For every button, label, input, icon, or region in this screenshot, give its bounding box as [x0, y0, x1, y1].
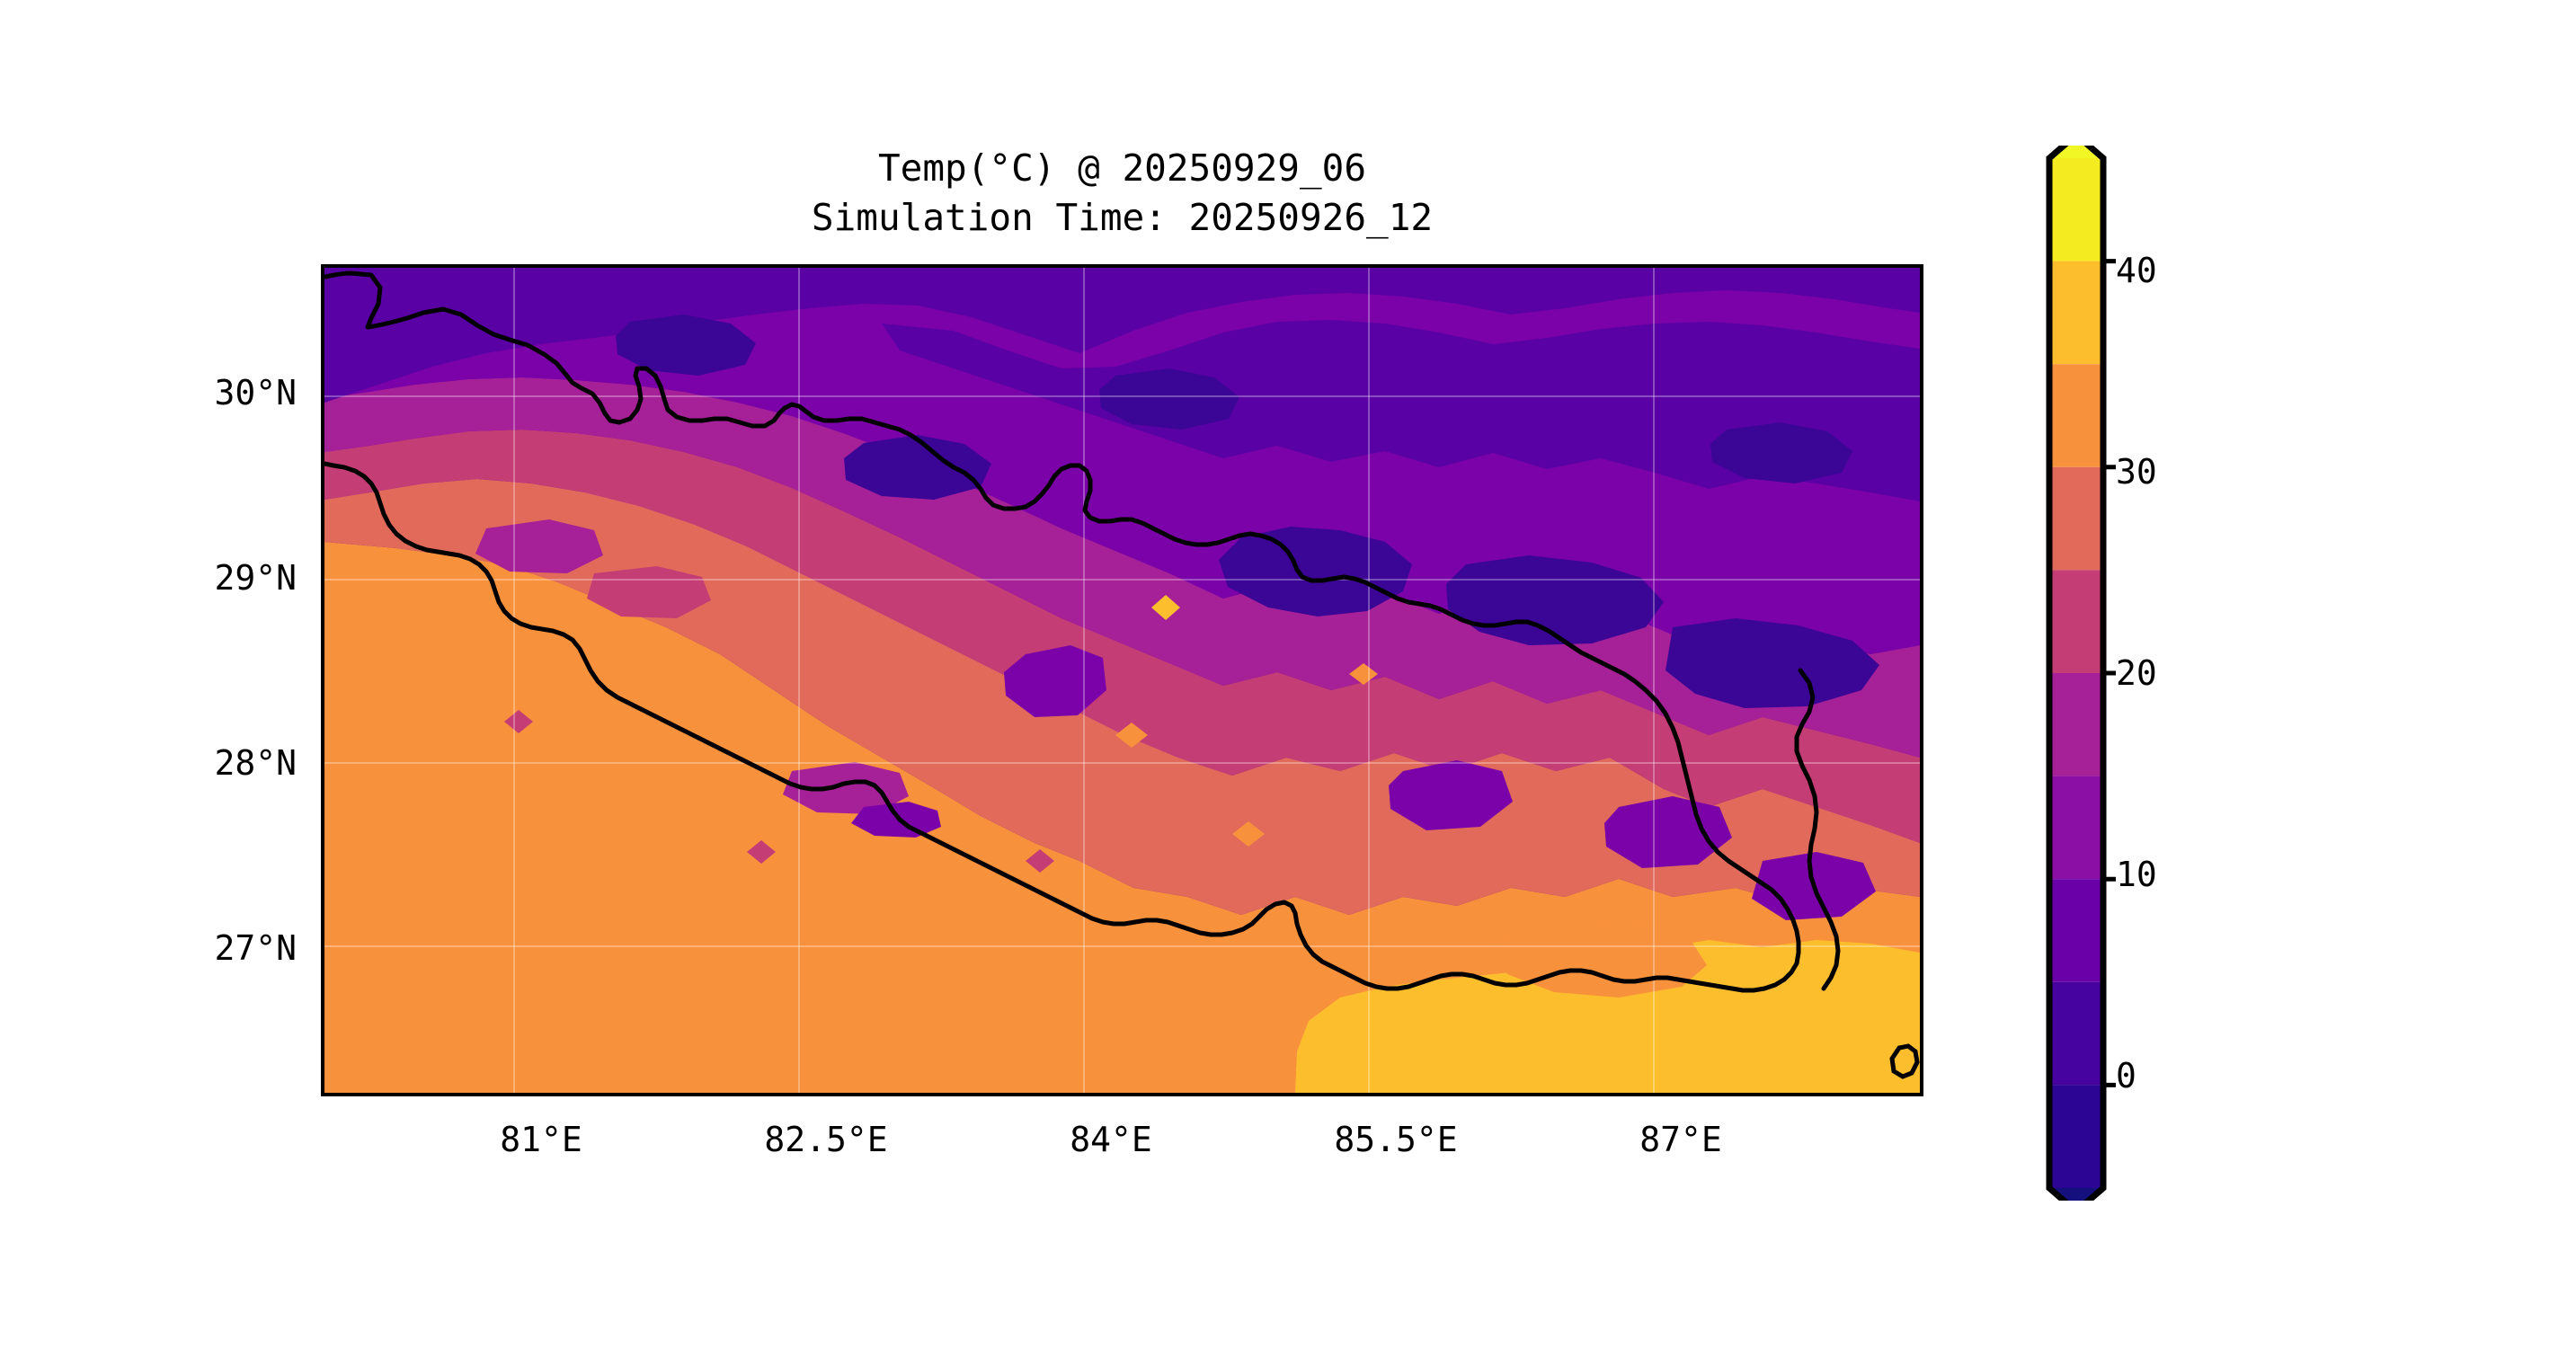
- cbar-label-20: 20: [2116, 653, 2157, 693]
- cbar-label-0: 0: [2116, 1056, 2136, 1095]
- nepal-east-border: [1794, 668, 1841, 991]
- cbar-band-minus5-0: [2049, 1085, 2103, 1188]
- cbar-ticks: [2103, 259, 2116, 1087]
- xtick-label-84e: 84°E: [1070, 1120, 1152, 1159]
- cbar-band-10-15: [2049, 776, 2103, 880]
- xtick-label-855e: 85.5°E: [1334, 1120, 1458, 1159]
- map-gridlines: [324, 268, 1920, 1093]
- xtick-label-87e: 87°E: [1639, 1120, 1722, 1159]
- cbar-outline: [2046, 146, 2107, 1201]
- cbar-band-40-45: [2049, 158, 2103, 262]
- ytick-label-30n: 30°N: [214, 373, 297, 412]
- temperature-map-axes: [321, 264, 1923, 1096]
- ytick-label-27n: 27°N: [214, 928, 297, 968]
- colorbar-band-group: [2049, 158, 2103, 1188]
- colorbar-swatches: [2046, 146, 2116, 1201]
- cbar-label-40: 40: [2116, 251, 2157, 290]
- chart-title: Temp(°C) @ 20250929_06 Simulation Time: …: [321, 144, 1923, 243]
- cbar-band-35-40: [2049, 261, 2103, 365]
- nepal-border-path: [324, 270, 1801, 993]
- temperature-colorbar: 40 30 20 10 0: [2046, 146, 2157, 1201]
- cbar-label-30: 30: [2116, 452, 2157, 492]
- nepal-southeast-tip: [1889, 1043, 1920, 1079]
- title-line-primary: Temp(°C) @ 20250929_06: [877, 146, 1367, 190]
- title-line-secondary: Simulation Time: 20250926_12: [811, 195, 1434, 239]
- xtick-label-825e: 82.5°E: [764, 1120, 888, 1159]
- cbar-band-0-5: [2049, 981, 2103, 1086]
- ytick-label-29n: 29°N: [214, 558, 297, 598]
- cbar-band-30-35: [2049, 364, 2103, 467]
- ytick-label-28n: 28°N: [214, 743, 297, 783]
- cbar-label-10: 10: [2116, 855, 2157, 894]
- temperature-contour-field: [324, 268, 1920, 1093]
- cbar-band-25-30: [2049, 466, 2103, 571]
- xtick-label-81e: 81°E: [500, 1120, 582, 1159]
- cbar-band-5-10: [2049, 879, 2103, 982]
- cbar-band-20-25: [2049, 570, 2103, 673]
- cbar-band-15-20: [2049, 673, 2103, 776]
